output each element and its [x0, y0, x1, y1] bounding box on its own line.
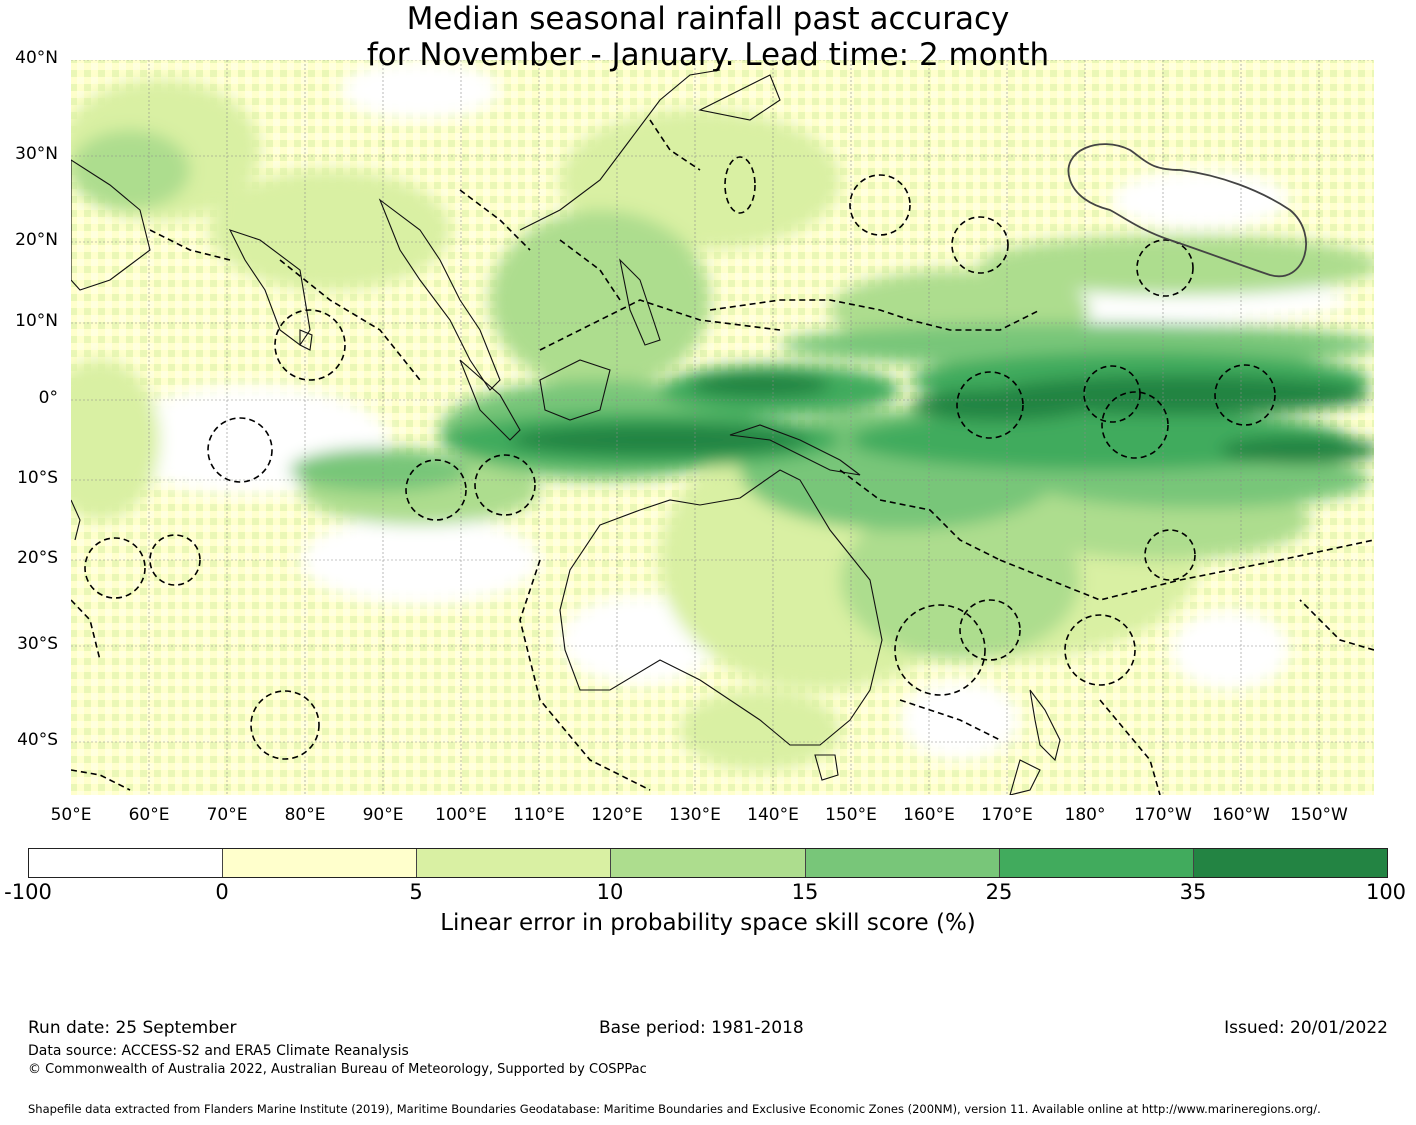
lon-label: 100°E [435, 805, 487, 825]
lon-label: 70°E [206, 805, 248, 825]
lon-label: 50°E [50, 805, 92, 825]
colorbar-tick: 10 [596, 880, 624, 904]
map-title-line-2: for November - January. Lead time: 2 mon… [366, 37, 1050, 73]
lat-label: 20°N [15, 230, 58, 250]
lat-label: 40°N [15, 48, 58, 68]
lon-label: 160°E [903, 805, 955, 825]
lat-label: 30°N [15, 144, 58, 164]
colorbar-segment [999, 849, 1194, 877]
colorbar-tick: 0 [215, 880, 229, 904]
eez-boundaries [71, 119, 1374, 795]
lon-label: 120°E [591, 805, 643, 825]
shapefile-credit: Shapefile data extracted from Flanders M… [28, 1102, 1321, 1116]
colorbar-segment [1193, 849, 1387, 877]
copyright: © Commonwealth of Australia 2022, Austra… [28, 1062, 647, 1077]
lon-label: 130°E [669, 805, 721, 825]
colorbar-tick: 100 [1365, 880, 1407, 904]
data-source: Data source: ACCESS-S2 and ERA5 Climate … [28, 1043, 409, 1059]
lat-label: 10°N [15, 311, 58, 331]
colorbar-tick: -100 [4, 880, 52, 904]
lat-label: 10°S [17, 468, 58, 488]
colorbar-segment [29, 849, 224, 877]
map-title-line-1: Median seasonal rainfall past accuracy [406, 1, 1010, 37]
colorbar-tick: 25 [985, 880, 1013, 904]
colorbar [28, 848, 1388, 878]
colorbar-segment [611, 849, 806, 877]
lon-label: 90°E [362, 805, 404, 825]
colorbar-segment [223, 849, 418, 877]
lon-label: 180° [1064, 805, 1106, 825]
lat-label: 30°S [17, 634, 58, 654]
colorbar-tick: 15 [791, 880, 819, 904]
colorbar-label: Linear error in probability space skill … [440, 910, 976, 936]
colorbar-segment [417, 849, 612, 877]
lon-label: 150°W [1290, 805, 1348, 825]
issued-date: Issued: 20/01/2022 [1224, 1018, 1388, 1038]
lon-label: 150°E [825, 805, 877, 825]
lat-label: 0° [38, 388, 58, 408]
lon-label: 170°W [1134, 805, 1192, 825]
lon-label: 80°E [284, 805, 326, 825]
coastlines [71, 69, 1061, 795]
lon-label: 60°E [128, 805, 170, 825]
lon-label: 170°E [981, 805, 1033, 825]
lat-label: 20°S [17, 548, 58, 568]
colorbar-tick: 35 [1179, 880, 1207, 904]
colorbar-segment [805, 849, 1000, 877]
base-period: Base period: 1981-2018 [599, 1018, 804, 1038]
run-date: Run date: 25 September [28, 1018, 237, 1038]
colorbar-tick: 5 [409, 880, 423, 904]
lat-label: 40°S [17, 730, 58, 750]
lon-label: 160°W [1212, 805, 1270, 825]
skill-field [71, 60, 1374, 795]
lon-label: 140°E [747, 805, 799, 825]
lon-label: 110°E [513, 805, 565, 825]
hawaii-eez [1067, 143, 1307, 278]
